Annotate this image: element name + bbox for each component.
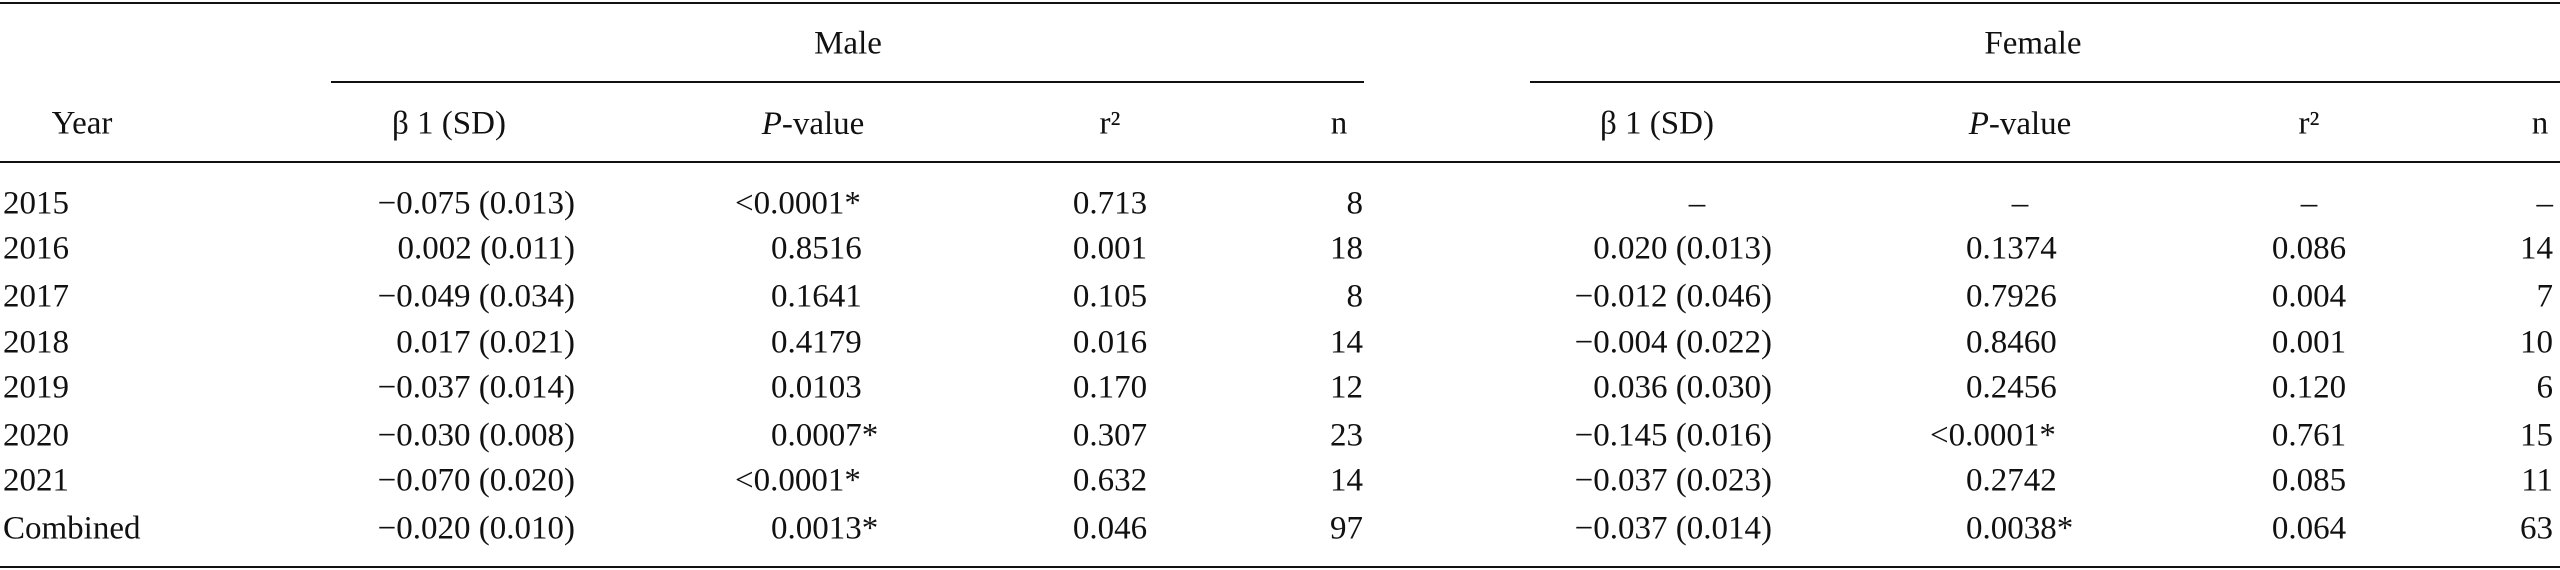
cell: 97 xyxy=(1330,511,1363,547)
row-label: 2015 xyxy=(3,186,69,222)
cell: 0.2456 xyxy=(1966,370,2057,406)
cell: −0.020 (0.010) xyxy=(378,511,575,547)
cell: 15 xyxy=(2520,418,2553,454)
header-text: -value xyxy=(782,106,864,142)
row-label: 2018 xyxy=(3,325,69,361)
row-label: 2020 xyxy=(3,418,69,454)
column-header: P-value xyxy=(761,106,865,142)
cell: 18 xyxy=(1330,231,1363,267)
header-italic: P xyxy=(1968,106,1989,142)
cell: 0.046 xyxy=(1073,511,1147,547)
cell: 0.170 xyxy=(1073,370,1147,406)
cell: 0.001 xyxy=(1073,231,1147,267)
cell: 8 xyxy=(1347,279,1364,315)
cell: 0.7926 xyxy=(1966,279,2057,315)
column-header: n xyxy=(2532,106,2549,142)
cell: 14 xyxy=(1330,325,1363,361)
cell: 0.086 xyxy=(2272,231,2346,267)
cell: 0.0038* xyxy=(1966,511,2073,547)
row-label: 2017 xyxy=(3,279,69,315)
cell: 0.8460 xyxy=(1966,325,2057,361)
cell: 14 xyxy=(1330,463,1363,499)
column-header: β 1 (SD) xyxy=(1600,106,1714,142)
cell: – xyxy=(1688,186,1706,222)
cell: 0.002 (0.011) xyxy=(397,231,575,267)
column-header: P-value xyxy=(1968,106,2072,142)
cell: 0.1374 xyxy=(1966,231,2057,267)
cell: – xyxy=(2536,186,2554,222)
group-header: Male xyxy=(814,26,882,62)
cell: 0.004 xyxy=(2272,279,2346,315)
cell: 0.085 xyxy=(2272,463,2346,499)
cell: 0.2742 xyxy=(1966,463,2057,499)
header-italic: P xyxy=(761,106,782,142)
column-header: n xyxy=(1331,106,1348,142)
cell: 7 xyxy=(2537,279,2554,315)
column-header: β 1 (SD) xyxy=(392,106,506,142)
cell: 0.4179 xyxy=(771,325,862,361)
cell: 0.8516 xyxy=(771,231,862,267)
cell: 12 xyxy=(1330,370,1363,406)
cell: 0.0103 xyxy=(771,370,862,406)
cell: <0.0001* xyxy=(1930,418,2056,454)
cell: 10 xyxy=(2520,325,2553,361)
cell: 0.105 xyxy=(1073,279,1147,315)
cell: −0.012 (0.046) xyxy=(1575,279,1772,315)
cell: 11 xyxy=(2521,463,2553,499)
cell: 0.307 xyxy=(1073,418,1147,454)
cell: <0.0001* xyxy=(735,463,861,499)
cell: −0.030 (0.008) xyxy=(378,418,575,454)
row-label: Combined xyxy=(3,511,141,547)
cell: −0.145 (0.016) xyxy=(1575,418,1772,454)
row-label: 2016 xyxy=(3,231,69,267)
cell: 63 xyxy=(2520,511,2553,547)
cell: 0.0013* xyxy=(771,511,878,547)
cell: 0.016 xyxy=(1073,325,1147,361)
cell: 23 xyxy=(1330,418,1363,454)
cell: 6 xyxy=(2537,370,2554,406)
cell: 0.713 xyxy=(1073,186,1147,222)
cell: 8 xyxy=(1347,186,1364,222)
cell: −0.004 (0.022) xyxy=(1575,325,1772,361)
cell: 0.020 (0.013) xyxy=(1593,231,1772,267)
cell: 0.0007* xyxy=(771,418,878,454)
cell: – xyxy=(2011,186,2029,222)
cell: – xyxy=(2300,186,2318,222)
group-header: Female xyxy=(1984,26,2081,62)
cell: 0.017 (0.021) xyxy=(396,325,575,361)
cell: 0.120 xyxy=(2272,370,2346,406)
cell: 14 xyxy=(2520,231,2553,267)
cell: −0.037 (0.014) xyxy=(1575,511,1772,547)
cell: −0.075 (0.013) xyxy=(378,186,575,222)
cell: 0.036 (0.030) xyxy=(1593,370,1772,406)
cell: −0.049 (0.034) xyxy=(378,279,575,315)
cell: <0.0001* xyxy=(735,186,861,222)
cell: 0.064 xyxy=(2272,511,2346,547)
cell: −0.037 (0.023) xyxy=(1575,463,1772,499)
row-label: 2019 xyxy=(3,370,69,406)
column-header: Year xyxy=(52,106,113,142)
cell: 0.761 xyxy=(2272,418,2346,454)
cell: −0.037 (0.014) xyxy=(378,370,575,406)
column-header: r² xyxy=(2299,106,2320,142)
cell: 0.1641 xyxy=(771,279,862,315)
column-header: r² xyxy=(1100,106,1121,142)
row-label: 2021 xyxy=(3,463,69,499)
header-text: -value xyxy=(1989,106,2071,142)
cell: −0.070 (0.020) xyxy=(378,463,575,499)
cell: 0.001 xyxy=(2272,325,2346,361)
cell: 0.632 xyxy=(1073,463,1147,499)
